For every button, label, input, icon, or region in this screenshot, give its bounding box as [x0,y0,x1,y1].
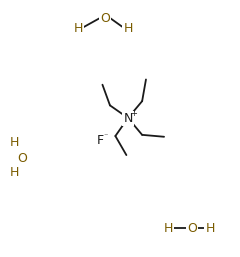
Text: H: H [163,222,173,234]
Text: O: O [187,222,197,234]
Text: H: H [9,136,19,150]
Text: O: O [17,151,27,164]
Text: O: O [100,12,110,24]
Text: N: N [123,112,133,124]
Text: F: F [96,133,104,146]
Text: +: + [131,109,138,118]
Text: H: H [123,22,133,34]
Text: H: H [73,22,83,34]
Text: H: H [205,222,215,234]
Text: H: H [9,166,19,179]
Text: ⁻: ⁻ [104,132,108,141]
